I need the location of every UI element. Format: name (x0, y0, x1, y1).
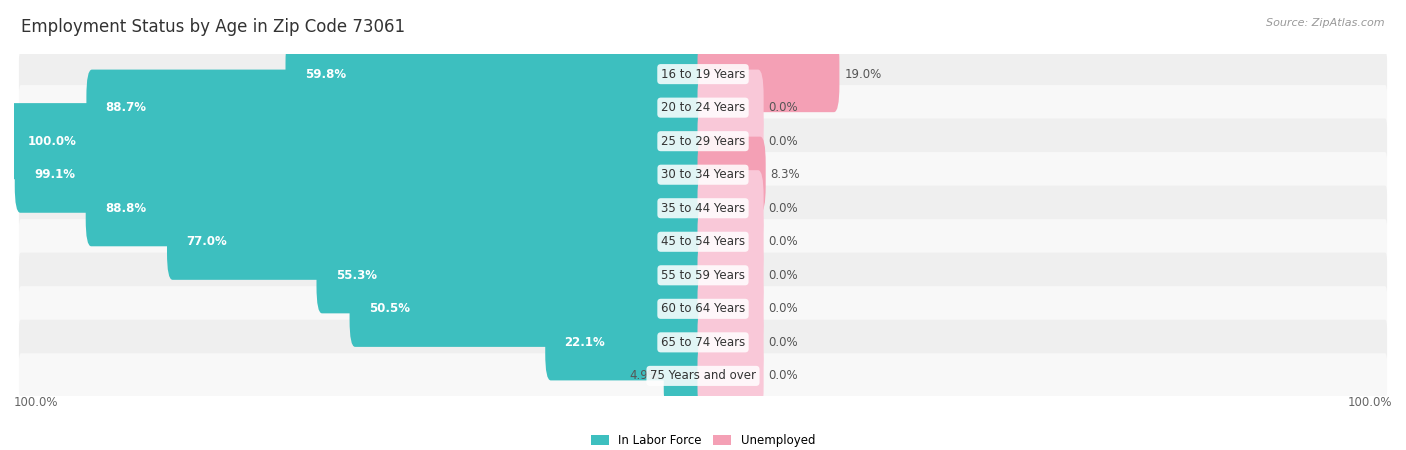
FancyBboxPatch shape (18, 252, 1388, 298)
FancyBboxPatch shape (167, 204, 709, 280)
FancyBboxPatch shape (316, 237, 709, 313)
Text: 60 to 64 Years: 60 to 64 Years (661, 302, 745, 315)
FancyBboxPatch shape (697, 70, 763, 146)
FancyBboxPatch shape (18, 353, 1388, 399)
FancyBboxPatch shape (86, 70, 709, 146)
FancyBboxPatch shape (664, 338, 709, 414)
FancyBboxPatch shape (697, 204, 763, 280)
Text: 0.0%: 0.0% (769, 269, 799, 282)
Text: 0.0%: 0.0% (769, 302, 799, 315)
Text: 88.7%: 88.7% (105, 101, 146, 114)
FancyBboxPatch shape (18, 152, 1388, 198)
Text: 77.0%: 77.0% (186, 235, 226, 248)
FancyBboxPatch shape (285, 36, 709, 112)
FancyBboxPatch shape (18, 320, 1388, 365)
Text: 55.3%: 55.3% (336, 269, 377, 282)
Text: 19.0%: 19.0% (844, 68, 882, 81)
Text: Source: ZipAtlas.com: Source: ZipAtlas.com (1267, 18, 1385, 28)
Text: 65 to 74 Years: 65 to 74 Years (661, 336, 745, 349)
Text: 4.9%: 4.9% (628, 369, 659, 382)
Text: 59.8%: 59.8% (305, 68, 346, 81)
Text: 100.0%: 100.0% (1347, 396, 1392, 409)
FancyBboxPatch shape (18, 219, 1388, 265)
Text: 22.1%: 22.1% (565, 336, 605, 349)
FancyBboxPatch shape (350, 271, 709, 347)
Text: 25 to 29 Years: 25 to 29 Years (661, 135, 745, 148)
Text: 20 to 24 Years: 20 to 24 Years (661, 101, 745, 114)
FancyBboxPatch shape (18, 85, 1388, 130)
FancyBboxPatch shape (18, 286, 1388, 332)
Text: 75 Years and over: 75 Years and over (650, 369, 756, 382)
FancyBboxPatch shape (697, 237, 763, 313)
FancyBboxPatch shape (86, 170, 709, 246)
Text: 50.5%: 50.5% (368, 302, 411, 315)
FancyBboxPatch shape (697, 36, 839, 112)
Text: 99.1%: 99.1% (34, 168, 75, 181)
FancyBboxPatch shape (697, 103, 763, 179)
FancyBboxPatch shape (697, 137, 766, 213)
Text: 16 to 19 Years: 16 to 19 Years (661, 68, 745, 81)
FancyBboxPatch shape (18, 51, 1388, 97)
FancyBboxPatch shape (18, 118, 1388, 164)
Text: 88.8%: 88.8% (105, 202, 146, 215)
FancyBboxPatch shape (18, 185, 1388, 231)
FancyBboxPatch shape (8, 103, 709, 179)
Text: 0.0%: 0.0% (769, 336, 799, 349)
Text: 45 to 54 Years: 45 to 54 Years (661, 235, 745, 248)
Text: 8.3%: 8.3% (770, 168, 800, 181)
Text: 55 to 59 Years: 55 to 59 Years (661, 269, 745, 282)
Text: 35 to 44 Years: 35 to 44 Years (661, 202, 745, 215)
FancyBboxPatch shape (14, 137, 709, 213)
Text: 0.0%: 0.0% (769, 135, 799, 148)
Text: 100.0%: 100.0% (14, 396, 59, 409)
FancyBboxPatch shape (546, 304, 709, 380)
Text: 0.0%: 0.0% (769, 235, 799, 248)
FancyBboxPatch shape (697, 170, 763, 246)
FancyBboxPatch shape (697, 304, 763, 380)
Text: Employment Status by Age in Zip Code 73061: Employment Status by Age in Zip Code 730… (21, 18, 405, 36)
Text: 0.0%: 0.0% (769, 369, 799, 382)
Text: 30 to 34 Years: 30 to 34 Years (661, 168, 745, 181)
Text: 0.0%: 0.0% (769, 202, 799, 215)
Text: 0.0%: 0.0% (769, 101, 799, 114)
Legend: In Labor Force, Unemployed: In Labor Force, Unemployed (586, 429, 820, 450)
FancyBboxPatch shape (697, 338, 763, 414)
Text: 100.0%: 100.0% (28, 135, 77, 148)
FancyBboxPatch shape (697, 271, 763, 347)
